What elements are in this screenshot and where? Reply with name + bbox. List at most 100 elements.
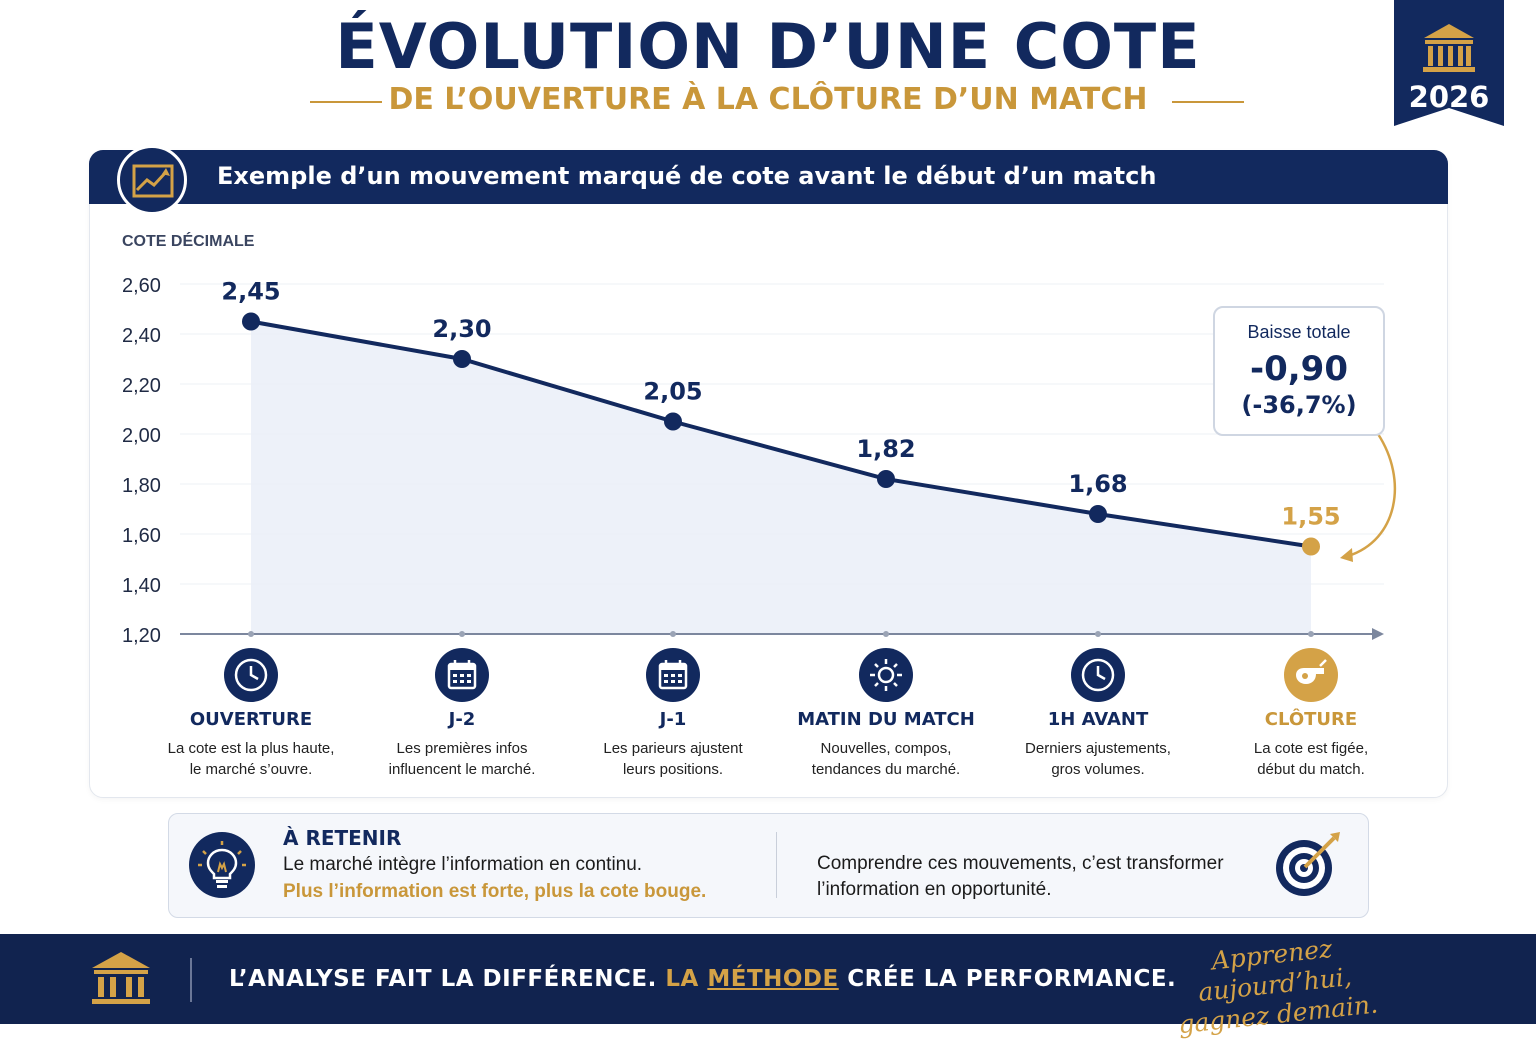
stage-5: 1H AVANT Derniers ajustements, gros volume… — [993, 709, 1203, 780]
lightbulb-icon — [189, 832, 255, 898]
bank-icon — [1423, 24, 1475, 72]
takeaway-divider — [776, 832, 777, 898]
stage-description: Les premières infos influencent le marché… — [357, 738, 567, 780]
x-tick — [248, 631, 254, 637]
chart-card-header — [89, 150, 1448, 204]
stage-title: J-2 — [448, 709, 476, 730]
stage-description-line: influencent le marché. — [388, 761, 536, 778]
stage-2: J-2 Les premières infos influencent le mar… — [357, 709, 567, 780]
clock-icon — [1071, 648, 1125, 702]
subtitle-wrap: DE L’OUVERTURE À LA CLÔTURE D’UN MATCH — [0, 82, 1536, 117]
takeaway-box — [168, 813, 1369, 918]
y-axis-label: COTE DÉCIMALE — [122, 231, 255, 250]
x-tick — [883, 631, 889, 637]
annotation-arrow — [1347, 433, 1397, 558]
sun-icon — [859, 648, 913, 702]
stage-6: CLÔTURE La cote est figée, début du match. — [1206, 709, 1416, 780]
subtitle-right-rule — [1172, 101, 1244, 103]
stage-title: MATIN DU MATCH — [797, 709, 975, 730]
data-label: 1,55 — [1281, 503, 1340, 531]
data-label: 2,45 — [221, 278, 280, 306]
calendar-icon — [646, 648, 700, 702]
footer-divider — [190, 958, 192, 1002]
data-point — [1089, 505, 1107, 523]
y-tick-label: 1,60 — [122, 525, 161, 547]
x-tick — [1095, 631, 1101, 637]
annotation-arrowhead — [1340, 548, 1353, 562]
data-point — [1302, 537, 1320, 556]
data-point — [453, 350, 471, 368]
footer-slogan-method: MÉTHODE — [707, 966, 839, 992]
stage-description: Derniers ajustements, gros volumes. — [993, 738, 1203, 780]
stage-title: CLÔTURE — [1264, 709, 1358, 730]
stage-description-line: Nouvelles, compos, — [820, 740, 952, 757]
calendar-icon — [435, 648, 489, 702]
footer-slogan-part-1: L’ANALYSE FAIT LA DIFFÉRENCE. — [229, 966, 657, 992]
stage-description-line: le marché s’ouvre. — [189, 761, 313, 778]
bank-icon — [90, 950, 152, 1006]
takeaway-right-line-2: l’information en opportunité. — [817, 879, 1052, 900]
callout-value: -0,90 — [1250, 349, 1348, 389]
data-label: 2,05 — [643, 378, 702, 406]
data-point — [242, 312, 260, 331]
data-label: 1,82 — [856, 435, 915, 463]
takeaway-right-line-1: Comprendre ces mouvements, c’est transfo… — [817, 853, 1224, 874]
clock-icon — [224, 648, 278, 702]
page-title: ÉVOLUTION D’UNE COTE — [335, 10, 1201, 83]
takeaway-right-text: Comprendre ces mouvements, c’est transfo… — [817, 851, 1257, 903]
year-badge: 2026 — [1394, 0, 1504, 126]
stage-description-line: leurs positions. — [622, 761, 724, 778]
stage-3: J-1 Les parieurs ajustent leurs positions. — [568, 709, 778, 780]
data-point — [877, 470, 895, 488]
x-axis-arrow — [1372, 628, 1384, 640]
stage-title: OUVERTURE — [189, 709, 313, 730]
stage-description: Nouvelles, compos, tendances du marché. — [781, 738, 991, 780]
footer-slogan-part-4: CRÉE LA PERFORMANCE. — [847, 966, 1177, 992]
footer — [0, 934, 1536, 1024]
y-tick-label: 2,00 — [122, 425, 161, 447]
stage-description-line: Les premières infos — [396, 740, 528, 757]
footer-slogan: L’ANALYSE FAIT LA DIFFÉRENCE. LA MÉTHODE… — [229, 966, 1176, 992]
stage-description-line: tendances du marché. — [811, 761, 961, 778]
data-label: 1,68 — [1068, 470, 1127, 498]
x-tick — [670, 631, 676, 637]
badge-shape — [1394, 0, 1504, 126]
area-fill — [251, 321, 1311, 634]
whistle-icon — [1284, 648, 1338, 702]
data-point — [664, 412, 682, 431]
stage-description-line: gros volumes. — [1051, 761, 1145, 778]
footer-slogan-part-2: LA — [665, 966, 699, 992]
callout-label: Baisse totale — [1247, 322, 1351, 342]
stage-description-line: La cote est la plus haute, — [167, 740, 335, 757]
stage-description-line: Derniers ajustements, — [1025, 740, 1171, 757]
series-line — [250, 319, 1312, 549]
subtitle-left-rule — [310, 101, 382, 103]
y-tick-label: 2,40 — [122, 325, 161, 347]
stage-1: OUVERTURE La cote est la plus haute, le ma… — [146, 709, 356, 780]
takeaway-line-1: Le marché intègre l’information en conti… — [283, 854, 643, 875]
trend-chart-icon — [117, 145, 187, 215]
badge-year: 2026 — [1408, 80, 1490, 114]
stage-title: J-1 — [659, 709, 687, 730]
stage-4: MATIN DU MATCH Nouvelles, compos, tendance… — [781, 709, 991, 780]
page-subtitle: DE L’OUVERTURE À LA CLÔTURE D’UN MATCH — [388, 82, 1148, 117]
stage-title: 1H AVANT — [1047, 709, 1149, 730]
stage-description: La cote est la plus haute, le marché s’ou… — [146, 738, 356, 780]
x-tick — [459, 631, 465, 637]
stage-description: Les parieurs ajustent leurs positions. — [568, 738, 778, 780]
y-tick-label: 1,40 — [122, 575, 161, 597]
x-tick — [1308, 631, 1314, 637]
y-tick-label: 2,60 — [122, 275, 161, 297]
takeaway-title: À RETENIR — [283, 826, 402, 850]
callout-percent: (-36,7%) — [1241, 391, 1357, 419]
takeaway-line-2: Plus l’information est forte, plus la co… — [283, 881, 707, 902]
y-tick-label: 1,20 — [122, 625, 161, 647]
stage-description-line: Les parieurs ajustent — [603, 740, 743, 757]
target-icon — [1272, 830, 1344, 900]
y-tick-label: 1,80 — [122, 475, 161, 497]
chart-card-title: Exemple d’un mouvement marqué de cote av… — [217, 162, 1157, 190]
data-label: 2,30 — [432, 315, 491, 343]
y-tick-label: 2,20 — [122, 375, 161, 397]
stage-description: La cote est figée, début du match. — [1206, 738, 1416, 780]
